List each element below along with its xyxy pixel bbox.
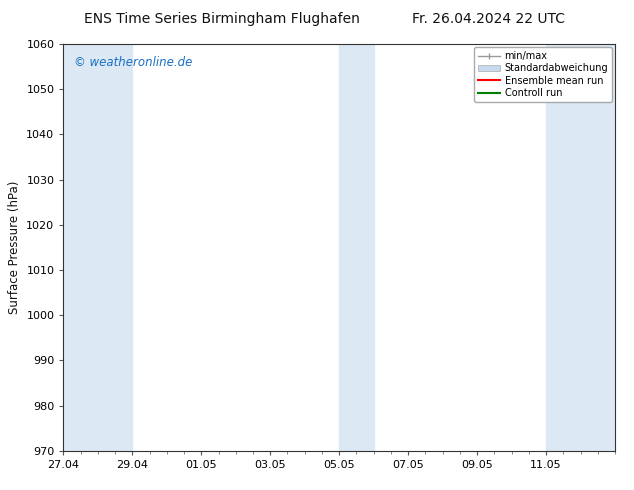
Text: © weatheronline.de: © weatheronline.de bbox=[74, 56, 193, 69]
Bar bbox=[63, 44, 133, 451]
Text: Fr. 26.04.2024 22 UTC: Fr. 26.04.2024 22 UTC bbox=[411, 12, 565, 26]
Legend: min/max, Standardabweichung, Ensemble mean run, Controll run: min/max, Standardabweichung, Ensemble me… bbox=[474, 47, 612, 102]
Bar bbox=[339, 44, 373, 451]
Y-axis label: Surface Pressure (hPa): Surface Pressure (hPa) bbox=[8, 181, 21, 314]
Text: ENS Time Series Birmingham Flughafen: ENS Time Series Birmingham Flughafen bbox=[84, 12, 360, 26]
Bar bbox=[546, 44, 615, 451]
